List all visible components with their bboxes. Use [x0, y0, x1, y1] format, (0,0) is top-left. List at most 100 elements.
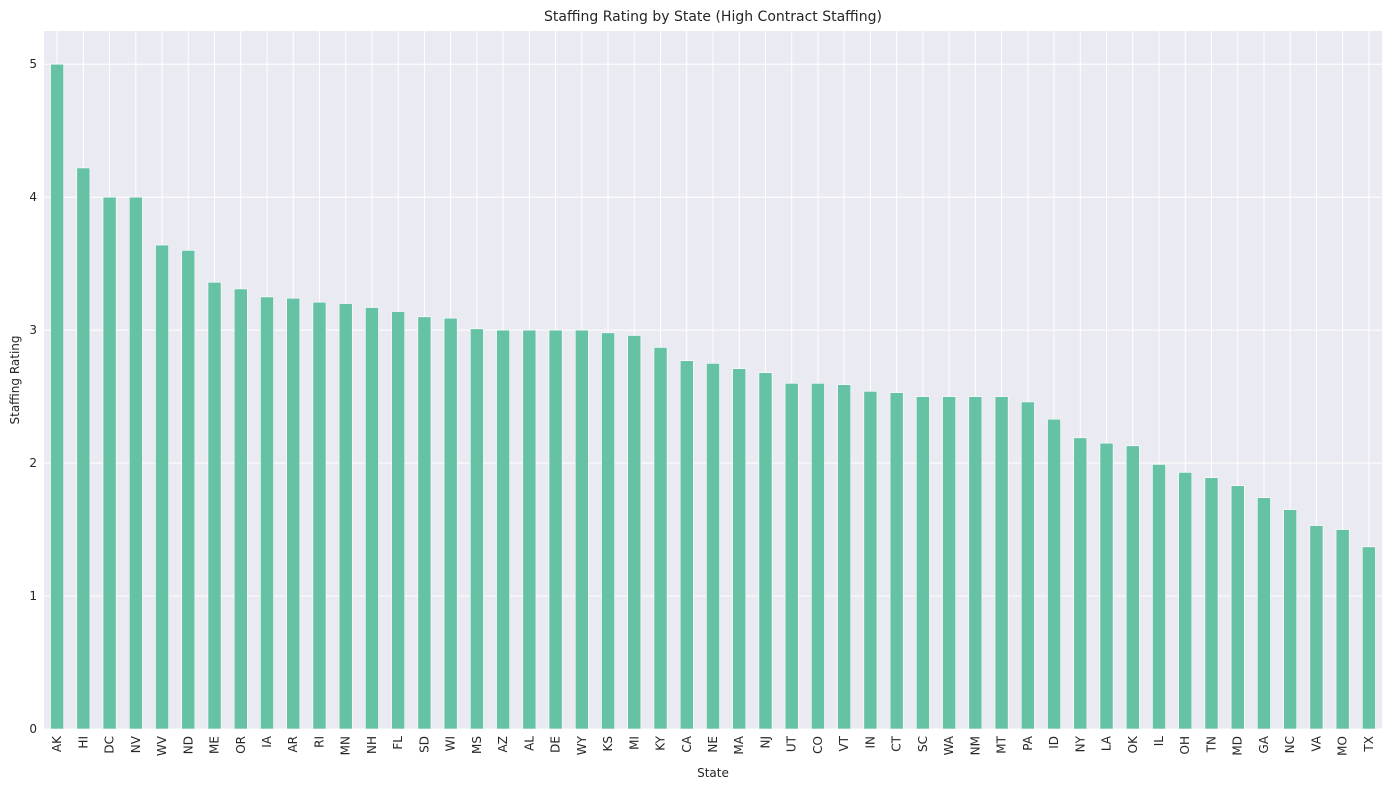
x-tick-label-mo: MO [1336, 736, 1350, 756]
x-axis-ticks: AK HI DC NV WV ND ME OR IA AR RI MN NH FL SD WI MS AZ AL DE… [50, 735, 1376, 756]
x-tick-label-oh: OH [1178, 736, 1192, 754]
y-tick-label: 5 [29, 57, 37, 71]
x-tick-label-ri: RI [312, 736, 326, 748]
x-tick-label-nj: NJ [758, 736, 772, 749]
bar-al [522, 329, 537, 730]
x-tick-label-wv: WV [155, 735, 169, 756]
bar-va [1309, 525, 1324, 730]
bar-ak [50, 63, 64, 730]
x-tick-label-ma: MA [732, 735, 746, 754]
bar-me [207, 281, 222, 730]
y-axis-label: Staffing Rating [8, 335, 22, 424]
bar-or [233, 288, 248, 730]
bar-oh [1178, 472, 1193, 730]
x-tick-label-nm: NM [968, 736, 982, 755]
bars [50, 63, 1376, 730]
bar-ut [784, 383, 799, 730]
bar-ia [260, 296, 274, 730]
x-tick-label-or: OR [234, 736, 248, 754]
x-tick-label-ia: IA [260, 735, 274, 748]
x-tick-label-va: VA [1309, 735, 1323, 751]
bar-wv [155, 244, 169, 730]
bar-il [1152, 464, 1166, 730]
bar-ks [601, 332, 615, 730]
bar-mt [994, 396, 1009, 730]
x-tick-label-al: AL [522, 736, 536, 751]
x-tick-label-ms: MS [470, 736, 484, 754]
x-tick-label-sc: SC [916, 736, 930, 752]
x-tick-label-nc: NC [1283, 736, 1297, 753]
y-axis-ticks: 0 1 2 3 4 5 [29, 57, 37, 736]
y-tick-label: 3 [29, 323, 37, 337]
x-tick-label-ar: AR [286, 736, 300, 753]
x-tick-label-fl: FL [391, 736, 405, 750]
y-tick-label: 4 [29, 190, 37, 204]
bar-nm [968, 396, 983, 730]
bar-in [863, 391, 878, 730]
x-tick-label-nv: NV [129, 735, 143, 753]
bar-sd [417, 316, 432, 730]
bar-tx [1362, 546, 1376, 730]
bar-ma [732, 368, 747, 730]
bar-wy [574, 329, 589, 730]
bar-de [548, 329, 563, 730]
x-tick-label-me: ME [208, 736, 222, 754]
x-tick-label-mi: MI [627, 736, 641, 750]
x-tick-label-az: AZ [496, 736, 510, 752]
bar-wi [443, 317, 458, 730]
bar-ri [312, 301, 327, 730]
bar-sc [916, 396, 930, 730]
bar-md [1230, 485, 1245, 730]
bar-ct [889, 392, 904, 730]
bar-nc [1283, 509, 1298, 730]
x-tick-label-ks: KS [601, 736, 615, 752]
x-tick-label-ny: NY [1073, 735, 1087, 752]
x-tick-label-tx: TX [1362, 736, 1376, 753]
bar-hi [76, 167, 91, 730]
y-tick-label: 1 [29, 589, 37, 603]
y-tick-label: 0 [29, 722, 37, 736]
x-tick-label-ca: CA [680, 735, 694, 752]
x-tick-label-ut: UT [785, 735, 799, 752]
bar-id [1047, 418, 1061, 730]
x-tick-label-ak: AK [50, 735, 64, 752]
x-tick-label-nd: ND [181, 736, 195, 754]
bar-ca [679, 360, 694, 730]
bar-nv [128, 196, 143, 730]
bar-mo [1335, 529, 1350, 730]
bar-nj [758, 372, 773, 730]
bar-co [811, 383, 825, 730]
x-tick-label-wa: WA [942, 735, 956, 755]
bar-ny [1073, 437, 1088, 730]
x-tick-label-la: LA [1100, 735, 1114, 751]
x-tick-label-vt: VT [837, 735, 851, 751]
bar-ga [1257, 497, 1271, 730]
x-tick-label-sd: SD [417, 736, 431, 753]
bar-az [496, 329, 510, 730]
x-tick-label-ga: GA [1257, 735, 1271, 753]
bar-ar [286, 297, 301, 730]
x-tick-label-co: CO [811, 736, 825, 754]
bar-ne [706, 363, 720, 730]
x-tick-label-dc: DC [103, 736, 117, 754]
x-tick-label-hi: HI [76, 736, 90, 749]
x-tick-label-md: MD [1231, 736, 1245, 756]
x-tick-label-nh: NH [365, 736, 379, 754]
x-tick-label-ky: KY [654, 735, 668, 750]
x-tick-label-pa: PA [1021, 735, 1035, 750]
bar-mi [627, 335, 642, 730]
x-tick-label-ne: NE [706, 736, 720, 753]
x-tick-label-ct: CT [890, 735, 904, 751]
bar-vt [837, 384, 852, 730]
bar-ms [470, 328, 484, 730]
bar-ky [653, 347, 668, 730]
x-tick-label-wy: WY [575, 735, 589, 755]
x-tick-label-il: IL [1152, 736, 1166, 747]
bar-tn [1204, 477, 1219, 730]
bar-pa [1020, 401, 1035, 730]
x-axis-label: State [697, 766, 729, 780]
bar-ok [1125, 445, 1140, 730]
bar-nh [365, 307, 379, 730]
